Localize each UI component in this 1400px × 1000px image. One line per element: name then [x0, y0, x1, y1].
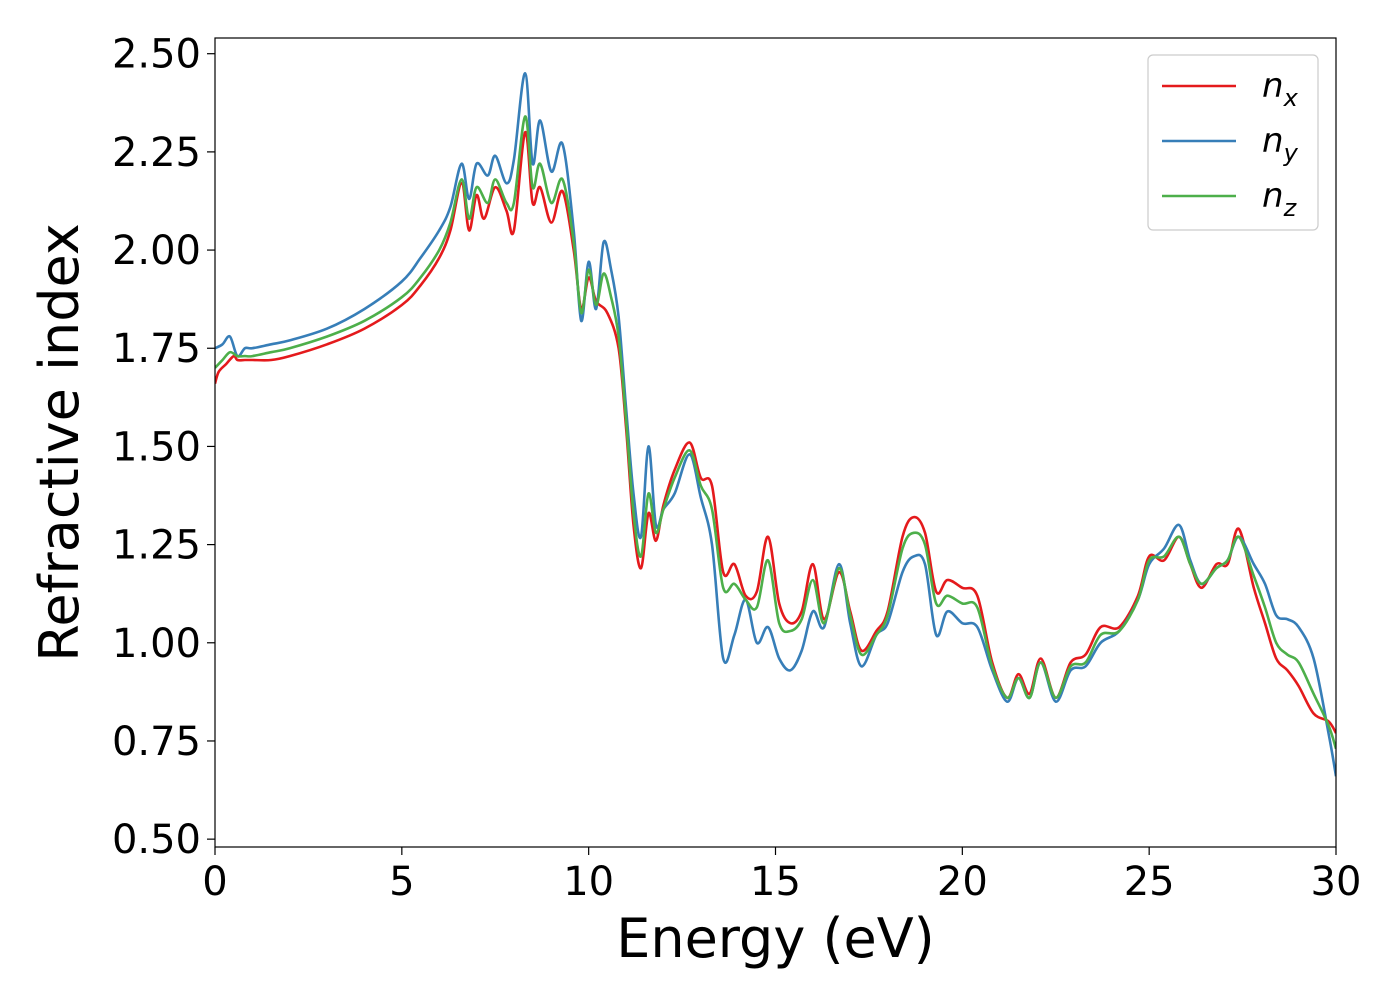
- x-tick-label: 10: [563, 859, 614, 905]
- x-axis: 0 5 10 15 20 25 30: [202, 847, 1361, 905]
- x-tick-label: 15: [750, 859, 801, 905]
- y-tick-label: 1.75: [112, 326, 201, 372]
- series-line-nz: [215, 115, 1336, 750]
- y-tick-label: 2.00: [112, 228, 201, 274]
- x-tick-label: 20: [937, 859, 988, 905]
- x-tick-label: 0: [202, 859, 227, 905]
- series-layer: [215, 71, 1336, 777]
- legend-label-nz: nz: [1262, 176, 1298, 222]
- x-tick-label: 5: [389, 859, 414, 905]
- y-tick-label: 2.25: [112, 130, 201, 176]
- legend-label-nx: nx: [1262, 66, 1299, 112]
- y-tick-label: 1.50: [112, 424, 201, 470]
- x-axis-title: Energy (eV): [616, 907, 935, 970]
- legend: nx ny nz: [1147, 54, 1319, 231]
- y-tick-label: 1.00: [112, 621, 201, 667]
- y-tick-label: 0.75: [112, 719, 201, 765]
- legend-box: [1147, 54, 1319, 231]
- x-tick-label: 25: [1124, 859, 1175, 905]
- y-axis: 0.50 0.75 1.00 1.25 1.50 1.75 2.00 2.25 2.50: [112, 32, 215, 863]
- y-axis-title: Refractive index: [28, 223, 91, 662]
- y-tick-label: 0.50: [112, 817, 201, 863]
- y-tick-label: 1.25: [112, 523, 201, 569]
- x-tick-label: 30: [1311, 859, 1362, 905]
- y-tick-label: 2.50: [112, 32, 201, 78]
- legend-label-ny: ny: [1262, 121, 1299, 167]
